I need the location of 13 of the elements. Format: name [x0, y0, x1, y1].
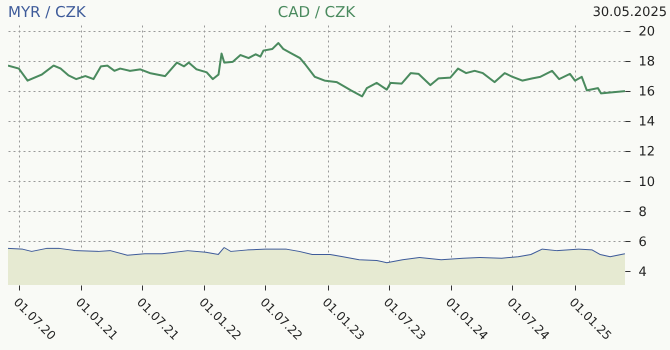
y-tick-label: 16: [638, 84, 656, 100]
text: MYR / CZK: [8, 3, 87, 21]
series-label: CAD / CZK: [278, 3, 356, 21]
y-tick-label: 10: [638, 174, 656, 190]
y-tick-label: 18: [638, 54, 656, 70]
y-tick-label: 20: [638, 24, 656, 40]
y-tick-label: 8: [638, 204, 647, 220]
line-series: [8, 42, 625, 98]
y-tick-label: 14: [638, 114, 656, 130]
y-tick-label: 6: [638, 234, 647, 250]
y-tick-label: 4: [638, 264, 647, 280]
y-tick-label: 12: [638, 144, 656, 160]
text: 30.05.2025: [592, 5, 667, 20]
